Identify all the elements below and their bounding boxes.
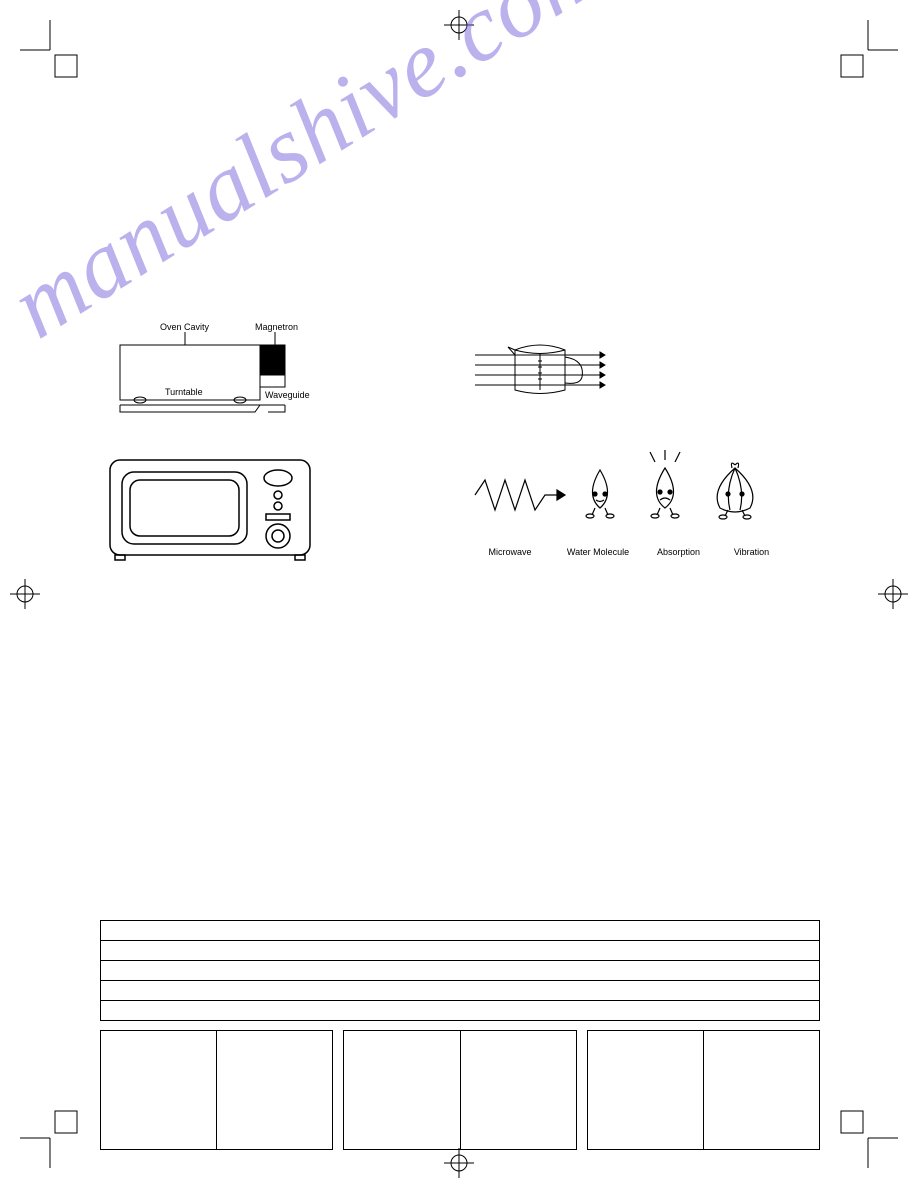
waveguide-label: Waveguide [265, 390, 310, 400]
table-box-3 [587, 1030, 820, 1150]
reg-mark-top [439, 5, 479, 45]
microwave-label: Microwave [470, 547, 550, 557]
turntable-label: Turntable [165, 387, 203, 397]
oven-cavity-label: Oven Cavity [160, 322, 210, 332]
water-molecule-label: Water Molecule [558, 547, 638, 557]
measuring-cup-diagram [470, 335, 650, 415]
magnetron-label: Magnetron [255, 322, 298, 332]
table-box-1 [100, 1030, 333, 1150]
absorption-label: Absorption [646, 547, 711, 557]
table-box-2 [343, 1030, 576, 1150]
molecule-diagram [470, 450, 810, 540]
oven-cavity-diagram: Oven Cavity Magnetron Waveguide Turntabl… [100, 320, 320, 420]
vibration-label: Vibration [719, 547, 784, 557]
lines-table [100, 920, 820, 1021]
top-tables-row [100, 1030, 820, 1150]
crop-mark-br [838, 1108, 898, 1168]
crop-mark-bl [20, 1108, 80, 1168]
watermark-text: manualshive.com [0, 0, 745, 360]
crop-mark-tl [20, 20, 80, 80]
microwave-front-diagram [100, 450, 320, 570]
reg-mark-left [5, 574, 45, 614]
molecule-labels: Microwave Water Molecule Absorption Vibr… [470, 547, 810, 557]
crop-mark-tr [838, 20, 898, 80]
reg-mark-right [873, 574, 913, 614]
